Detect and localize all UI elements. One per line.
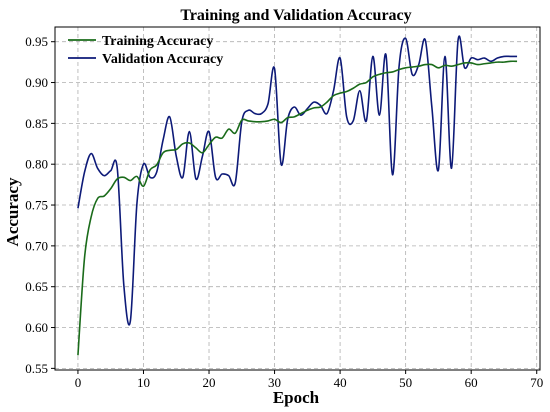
x-tick-label: 60 <box>465 375 478 390</box>
x-tick-label: 40 <box>334 375 347 390</box>
y-tick-label: 0.60 <box>25 320 48 335</box>
x-tick-label: 30 <box>268 375 281 390</box>
y-tick-label: 0.95 <box>25 34 48 49</box>
training-accuracyline-line <box>77 60 518 356</box>
y-tick-label: 0.80 <box>25 157 48 172</box>
series-layer <box>77 35 518 356</box>
x-tick-label: 0 <box>75 375 82 390</box>
chart-title: Training and Validation Accuracy <box>180 7 411 24</box>
y-tick-label: 0.75 <box>25 198 48 213</box>
x-tick-label: 20 <box>203 375 216 390</box>
y-tick-label: 0.70 <box>25 238 48 253</box>
x-tick-label: 50 <box>399 375 412 390</box>
y-tick-label: 0.65 <box>25 279 48 294</box>
y-tick-label: 0.90 <box>25 75 48 90</box>
y-tick-label: 0.55 <box>25 361 48 376</box>
grid-lines <box>55 27 540 370</box>
legend-label-validation-accuracy: Validation Accuracy <box>102 52 223 67</box>
y-axis-label: Accuracy <box>3 177 22 246</box>
legend: Training Accuracy Validation Accuracy <box>68 34 223 67</box>
x-axis-label: Epoch <box>273 388 320 407</box>
legend-label-training-accuracy: Training Accuracy <box>102 34 213 49</box>
plot-frame <box>54 26 541 371</box>
axis-ticks: 0 10 20 30 40 50 60 70 0.55 0.60 0.65 0.70 0.75 0.80 0… <box>25 34 543 390</box>
validation-accuracyline-line <box>77 35 518 326</box>
x-tick-label: 70 <box>530 375 543 390</box>
y-tick-label: 0.85 <box>25 116 48 131</box>
x-tick-label: 10 <box>137 375 150 390</box>
